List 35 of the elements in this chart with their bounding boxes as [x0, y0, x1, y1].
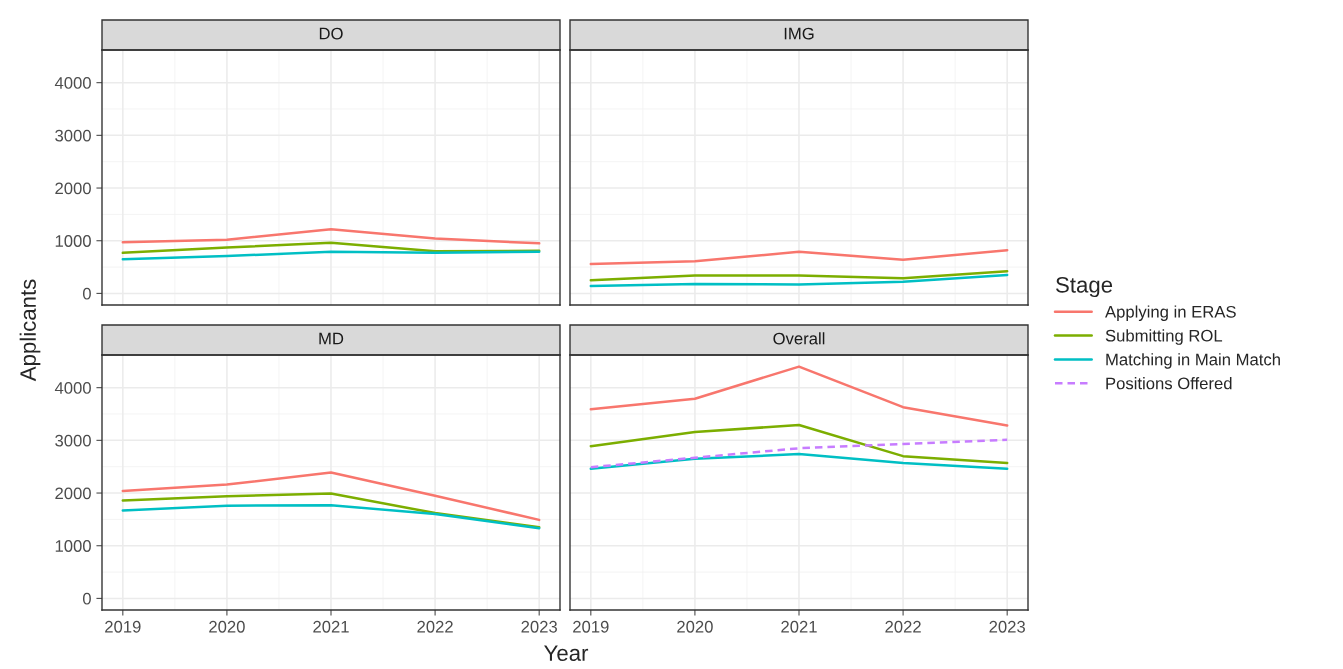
legend-label: Submitting ROL	[1105, 329, 1223, 345]
x-tick-label: 2021	[313, 620, 349, 633]
legend-label: Applying in ERAS	[1105, 305, 1236, 321]
y-tick-label: 0	[82, 287, 91, 300]
x-tick-label: 2019	[573, 620, 609, 633]
x-tick-label: 2022	[885, 620, 921, 633]
y-tick-label: 0	[82, 592, 91, 605]
x-tick-label: 2023	[521, 620, 557, 633]
legend-label: Positions Offered	[1106, 377, 1232, 390]
y-axis-title: Applicants	[19, 279, 41, 382]
y-tick-label: 2000	[55, 182, 91, 195]
legend-title: Stage	[1056, 276, 1113, 298]
legend-label: Matching in Main Match	[1106, 353, 1280, 369]
chart-title: MD	[319, 332, 344, 345]
x-tick-label: 2021	[781, 620, 817, 633]
y-tick-label: 4000	[54, 382, 91, 394]
y-tick-label: 1000	[55, 235, 91, 247]
y-tick-label: 3000	[55, 434, 91, 447]
x-tick-label: 2023	[989, 620, 1025, 633]
y-tick-label: 4000	[54, 77, 91, 89]
line-series	[121, 227, 541, 245]
x-tick-label: 2022	[417, 620, 453, 633]
x-tick-label: 2020	[209, 620, 245, 633]
y-tick-label: 3000	[55, 129, 91, 142]
x-tick-label: 2019	[105, 620, 141, 633]
line-series	[121, 503, 541, 530]
chart-title: Overall	[773, 332, 825, 345]
chart-title: IMG	[784, 27, 814, 40]
y-tick-label: 1000	[55, 540, 91, 552]
line-series	[121, 250, 541, 261]
y-tick-label: 2000	[55, 487, 91, 500]
x-tick-label: 2020	[677, 620, 713, 633]
chart-title: DO	[319, 27, 343, 40]
line-series	[121, 471, 541, 522]
x-axis-title: Year	[544, 645, 589, 661]
